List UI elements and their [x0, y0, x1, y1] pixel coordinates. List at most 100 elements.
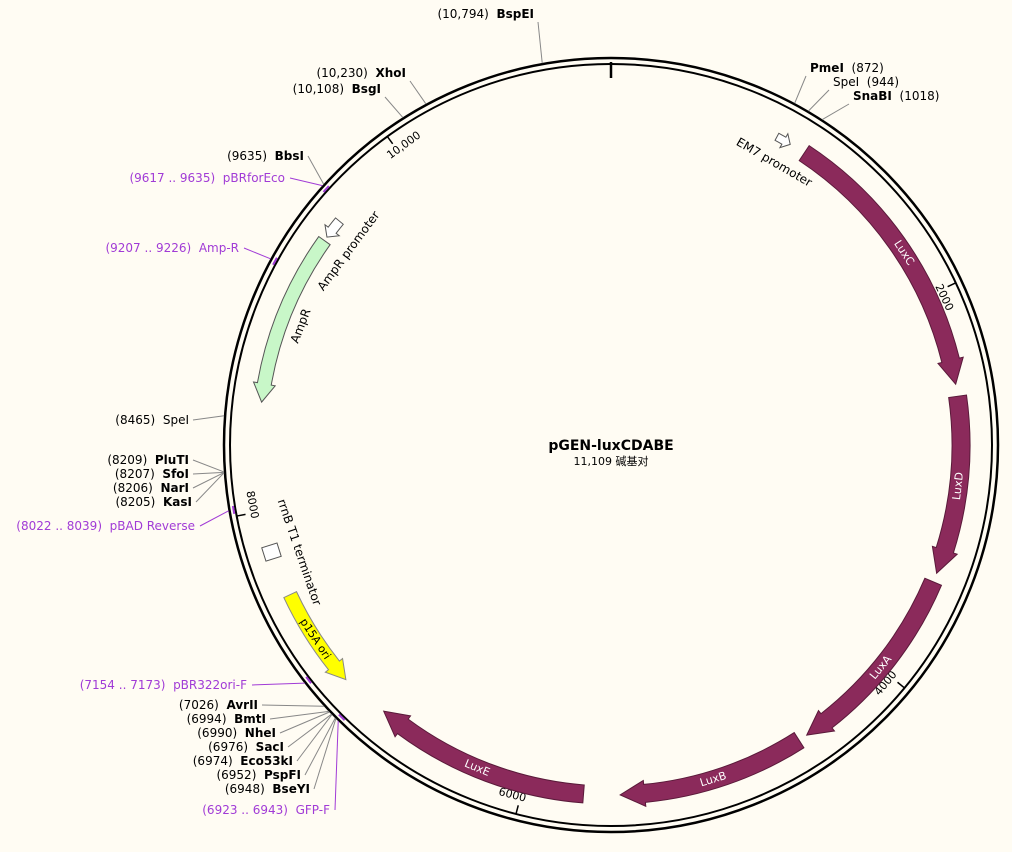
site-label: (6976) SacI — [208, 740, 284, 754]
site-position: (1018) — [900, 89, 940, 103]
site-label: SnaBI (1018) — [853, 89, 939, 103]
space — [155, 467, 163, 481]
site-line — [409, 80, 427, 105]
space — [237, 726, 245, 740]
site-label: PmeI (872) — [810, 61, 884, 75]
space — [215, 171, 223, 185]
space — [102, 519, 110, 533]
primer-mark — [322, 185, 330, 193]
primer-mark — [305, 676, 312, 684]
site-position: (6948) — [225, 782, 265, 796]
site-label: (10,108) BsgI — [293, 82, 381, 96]
site-name: PspFI — [264, 768, 301, 782]
site-name: AvrII — [226, 698, 258, 712]
tick-mark — [236, 513, 246, 517]
space — [892, 89, 900, 103]
space — [147, 453, 155, 467]
site-position: (8207) — [115, 467, 155, 481]
site-line — [794, 75, 807, 104]
site-name: SfoI — [162, 467, 189, 481]
site-name: SpeI — [163, 413, 189, 427]
site-label: (8205) KasI — [115, 495, 192, 509]
site-line — [808, 89, 830, 112]
site-name: PluTI — [155, 453, 189, 467]
tick-label: 8000 — [243, 490, 261, 520]
space — [256, 768, 264, 782]
site-position: (8465) — [115, 413, 155, 427]
primer-name: GFP-F — [296, 803, 331, 817]
tick-mark — [897, 681, 905, 689]
tick-mark — [386, 136, 394, 145]
primer-name: pBAD Reverse — [110, 519, 195, 533]
space — [859, 75, 867, 89]
space — [288, 803, 296, 817]
space — [227, 712, 235, 726]
site-label: (7026) AvrII — [179, 698, 258, 712]
site-label: (9635) BbsI — [227, 149, 304, 163]
space — [165, 678, 173, 692]
site-position: (6976) — [208, 740, 248, 754]
space — [191, 241, 199, 255]
site-name: XhoI — [375, 66, 406, 80]
site-position: (7026) — [179, 698, 219, 712]
space — [344, 82, 352, 96]
site-name: SnaBI — [853, 89, 892, 103]
primer-mark — [338, 713, 346, 721]
feature-arrow — [324, 217, 344, 238]
site-line — [269, 710, 329, 720]
primer-range: (9617 .. 9635) — [129, 171, 215, 185]
site-line — [192, 459, 225, 473]
site-name: BspEI — [496, 7, 534, 21]
site-name: BmtI — [234, 712, 266, 726]
site-label: (8207) SfoI — [115, 467, 189, 481]
site-label: (8209) PluTI — [107, 453, 189, 467]
feature-arrow — [382, 710, 585, 804]
site-line — [279, 711, 330, 734]
space — [219, 698, 227, 712]
feature-arrow — [805, 577, 943, 736]
primer-label: (7154 .. 7173) pBR322ori-F — [80, 678, 247, 692]
site-label: SpeI (944) — [833, 75, 899, 89]
site-name: BsgI — [352, 82, 381, 96]
feature-label: rrnB T1 terminator — [275, 497, 325, 607]
feature-arrow — [774, 132, 791, 149]
site-label: (10,794) BspEI — [437, 7, 534, 21]
primer-line — [334, 720, 339, 811]
site-label: (6994) BmtI — [187, 712, 266, 726]
terminator-box — [261, 542, 282, 562]
primer-name: pBR322ori-F — [173, 678, 247, 692]
space — [233, 754, 241, 768]
site-position: (6952) — [216, 768, 256, 782]
feature-arrow — [283, 590, 347, 681]
primer-line — [199, 510, 229, 527]
space — [265, 782, 273, 796]
feature-arrow — [798, 144, 964, 386]
primer-label: (6923 .. 6943) GFP-F — [202, 803, 330, 817]
site-line — [304, 717, 336, 776]
site-line — [192, 471, 224, 475]
site-name: BbsI — [275, 149, 304, 163]
site-position: (10,794) — [437, 7, 488, 21]
primer-range: (6923 .. 6943) — [202, 803, 288, 817]
outer-circle — [222, 56, 1000, 834]
space — [368, 66, 376, 80]
primer-name: Amp-R — [199, 241, 239, 255]
space — [248, 740, 256, 754]
plasmid-name: pGEN-luxCDABE — [548, 438, 673, 454]
site-name: BseYI — [272, 782, 310, 796]
feature-arrow — [619, 731, 805, 808]
site-line — [384, 96, 404, 118]
space — [155, 495, 163, 509]
site-line — [195, 472, 225, 503]
site-name: PmeI — [810, 61, 844, 75]
site-position: (6990) — [197, 726, 237, 740]
site-name: SacI — [256, 740, 284, 754]
primer-line — [289, 177, 323, 187]
site-label: (6990) NheI — [197, 726, 276, 740]
site-position: (872) — [852, 61, 884, 75]
site-position: (8206) — [113, 481, 153, 495]
feature-label: p15A ori — [297, 616, 333, 662]
space — [153, 481, 161, 495]
site-position: (8205) — [115, 495, 155, 509]
site-position: (9635) — [227, 149, 267, 163]
